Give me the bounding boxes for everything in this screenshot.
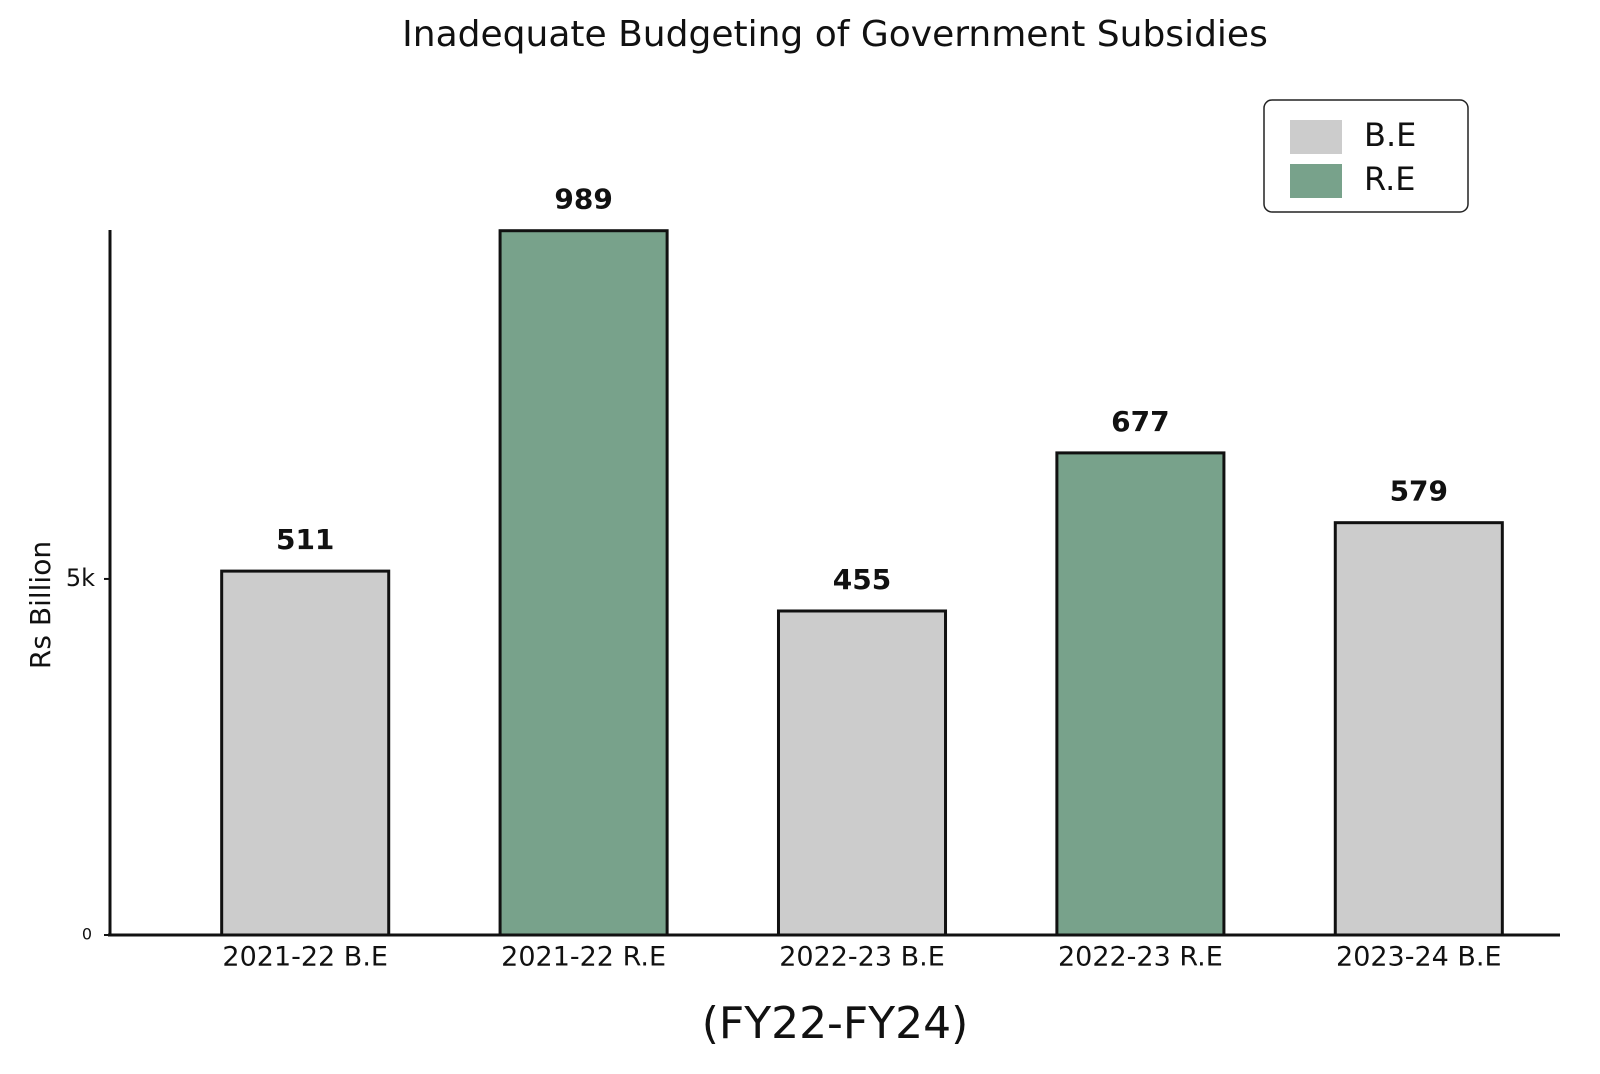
y-tick-label: 0: [82, 925, 92, 944]
x-tick-label: 2021-22 R.E: [501, 942, 666, 973]
x-tick-label: 2022-23 B.E: [779, 942, 945, 973]
legend-swatch: [1290, 120, 1342, 154]
x-tick-label: 2023-24 B.E: [1336, 942, 1502, 973]
bar: [1055, 451, 1226, 937]
data-label: 677: [1111, 405, 1169, 438]
y-tick-label: 5k: [66, 564, 95, 592]
bar: [1333, 521, 1504, 937]
legend-label: B.E: [1364, 116, 1416, 154]
x-axis-label: (FY22-FY24): [702, 998, 969, 1049]
bar: [776, 609, 948, 937]
chart-title: Inadequate Budgeting of Government Subsi…: [402, 14, 1268, 55]
data-label: 455: [833, 563, 891, 596]
x-tick-label: 2021-22 B.E: [222, 942, 388, 973]
y-axis-label: Rs Billion: [24, 541, 57, 669]
data-label: 989: [554, 183, 612, 216]
legend-label: R.E: [1364, 160, 1415, 198]
bar: [220, 569, 391, 937]
data-label: 511: [276, 523, 334, 556]
data-label: 579: [1390, 475, 1448, 508]
bar: [498, 229, 669, 937]
x-tick-label: 2022-23 R.E: [1058, 942, 1223, 973]
legend-swatch: [1290, 164, 1342, 198]
